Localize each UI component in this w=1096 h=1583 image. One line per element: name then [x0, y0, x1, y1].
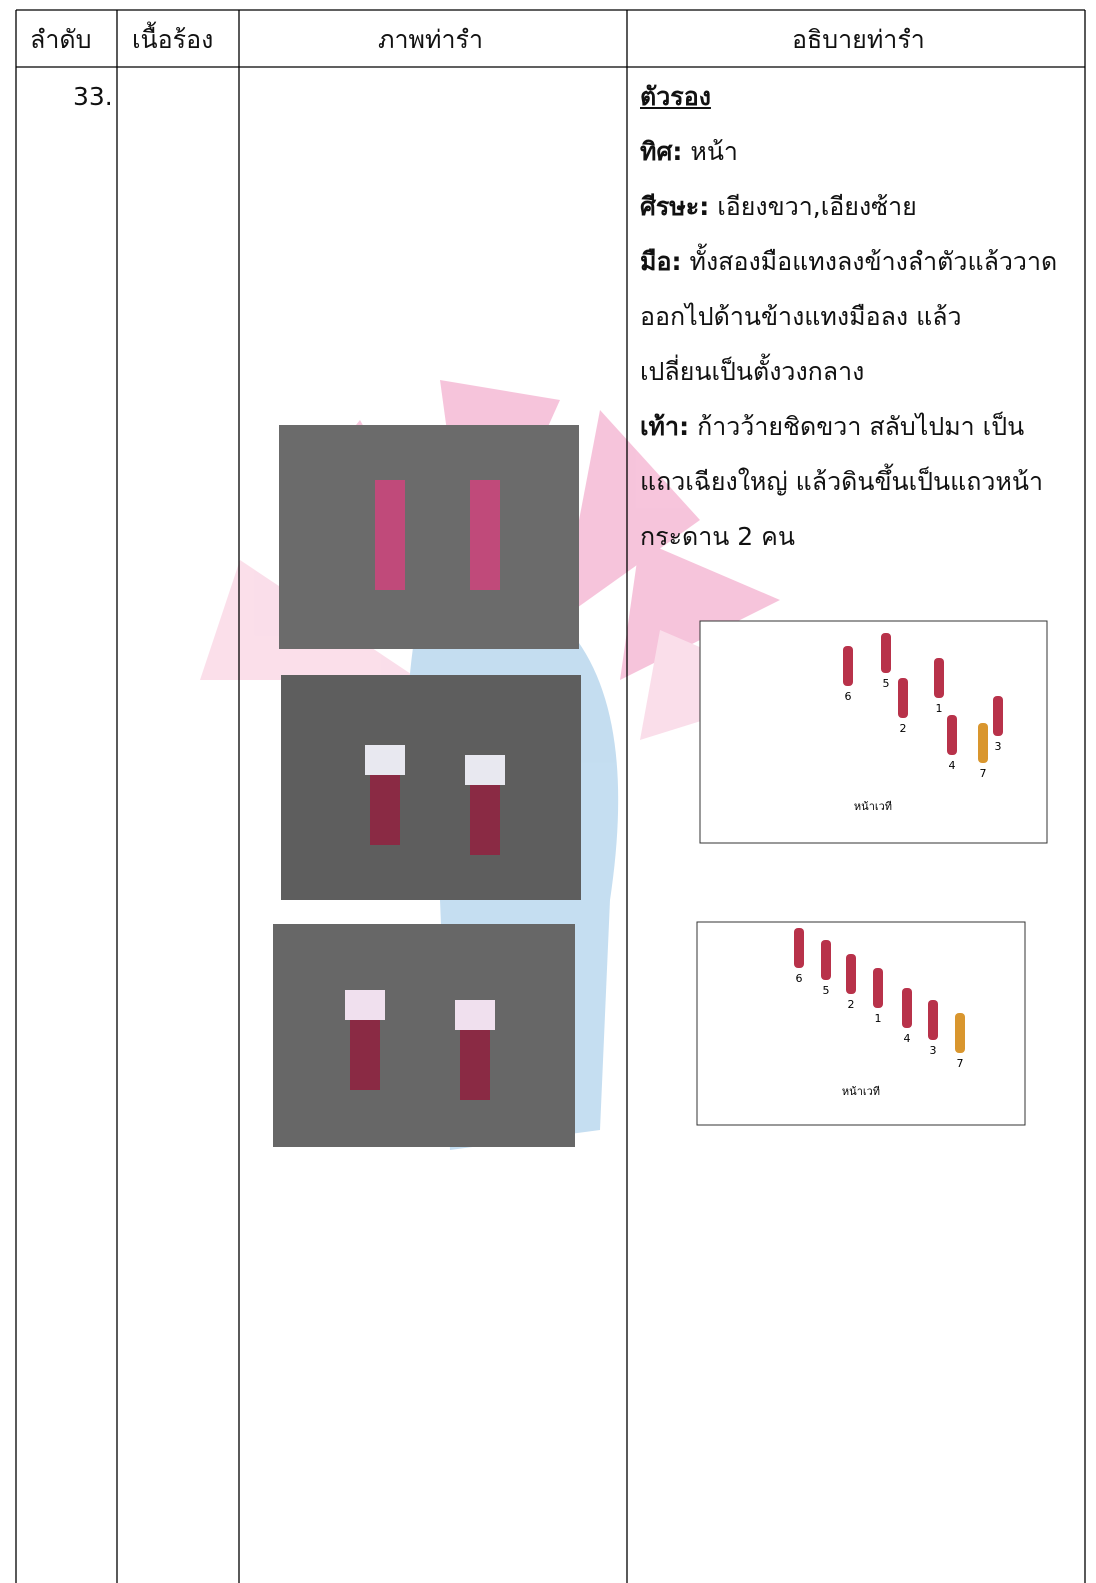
photos	[273, 425, 581, 1147]
description-heading: ตัวรอง	[640, 82, 711, 111]
dancer-number: 3	[995, 740, 1002, 753]
table-grid	[15, 9, 1086, 1583]
dancer-figure	[978, 723, 988, 763]
dancer-figure	[843, 646, 853, 686]
item-label: ศีรษะ:	[640, 192, 710, 221]
item-text: แถวเฉียงใหญ่ แล้วดินขึ้นเป็นแถวหน้า	[640, 467, 1044, 496]
dancer-figure	[821, 940, 831, 980]
stage-label: หน้าเวที	[854, 800, 892, 813]
dancer-number: 2	[900, 722, 907, 735]
header-cell: ลำดับ	[30, 25, 92, 54]
dancer-figure	[955, 1013, 965, 1053]
dancer-number: 2	[848, 998, 855, 1011]
dancer-number: 5	[883, 677, 890, 690]
item-label: เท้า:	[640, 412, 690, 441]
dancer-figure	[902, 988, 912, 1028]
dancer-figure	[947, 715, 957, 755]
row-number: 33.	[73, 82, 113, 111]
item-label: มือ:	[640, 247, 682, 276]
dancer-number: 3	[930, 1044, 937, 1057]
dancer-figure	[873, 968, 883, 1008]
item-text: ออกไปด้านข้างแทงมือลง แล้ว	[640, 302, 962, 331]
dancer-figure	[881, 633, 891, 673]
diagrams: 6 5 2 1 4 7 3 หน้าเวที 6 5 2 1 4 3 7 หน้าเวที	[696, 620, 1048, 1126]
item-text: เอียงขวา,เอียงซ้าย	[717, 192, 917, 221]
header-cell: อธิบายท่ารำ	[792, 25, 925, 54]
header-cell: ภาพท่ารำ	[378, 25, 483, 54]
dancer-number: 6	[796, 972, 803, 985]
item-text: เปลี่ยนเป็นตั้งวงกลาง	[640, 357, 865, 386]
item-text: ทั้งสองมือแทงลงข้างลำตัวแล้ววาด	[689, 247, 1058, 276]
dancer-figure	[794, 928, 804, 968]
dancer-figure	[934, 658, 944, 698]
dancer-number: 4	[949, 759, 956, 772]
dancer-figure	[928, 1000, 938, 1040]
dancer-number: 6	[845, 690, 852, 703]
dancer-number: 4	[904, 1032, 911, 1045]
dancer-number: 5	[823, 984, 830, 997]
dancer-number: 7	[957, 1057, 964, 1070]
item-label: ทิศ:	[640, 137, 683, 166]
dancer-figure	[993, 696, 1003, 736]
header-cell: เนื้อร้อง	[132, 25, 214, 54]
dancer-figure	[846, 954, 856, 994]
item-text: กระดาน 2 คน	[640, 522, 795, 551]
dancer-figure	[898, 678, 908, 718]
stage-label: หน้าเวที	[842, 1085, 880, 1098]
dancer-number: 1	[936, 702, 943, 715]
dancer-number: 7	[980, 767, 987, 780]
item-text: หน้า	[690, 137, 738, 166]
dancer-number: 1	[875, 1012, 882, 1025]
item-text: ก้าวว้ายชิดขวา สลับไปมา เป็น	[697, 412, 1025, 441]
